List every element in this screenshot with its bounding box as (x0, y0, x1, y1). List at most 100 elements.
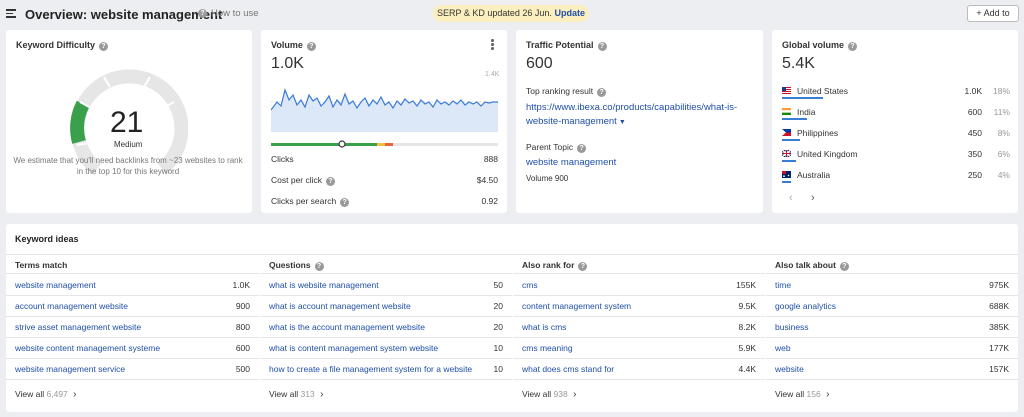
help-icon[interactable]: ? (314, 262, 324, 271)
chevron-right-icon: › (826, 389, 830, 400)
add-to-button[interactable]: + Add to (967, 5, 1019, 22)
column-heading: Questions? (269, 260, 324, 271)
country-row-ph[interactable]: Philippines 450 8% (782, 128, 1010, 146)
keyword-link[interactable]: what is account management website (269, 301, 411, 311)
keyword-row[interactable]: cms meaning 5.9K (522, 343, 756, 353)
menu-icon[interactable] (6, 9, 16, 18)
keyword-row[interactable]: what is website management 50 (269, 280, 503, 290)
keyword-link[interactable]: how to create a file management system f… (269, 364, 473, 374)
top-ranking-url[interactable]: https://www.ibexa.co/products/capabiliti… (526, 102, 738, 127)
keyword-link[interactable]: cms (522, 280, 538, 290)
parent-topic-volume: Volume 900 (526, 174, 569, 183)
keyword-row[interactable]: what is content management system websit… (269, 343, 503, 353)
keyword-link[interactable]: web (775, 343, 791, 353)
keyword-link[interactable]: cms meaning (522, 343, 573, 353)
caret-down-icon[interactable]: ▼ (618, 119, 626, 126)
country-row-au[interactable]: Australia 250 4% (782, 170, 1010, 188)
divider (766, 273, 1018, 274)
kd-gauge (70, 69, 188, 175)
chart-max-label: 1.4K (485, 71, 500, 78)
keyword-link[interactable]: what is content management system websit… (269, 343, 439, 353)
trend-area (271, 90, 498, 132)
keyword-link[interactable]: time (775, 280, 792, 290)
keyword-volume: 177K (989, 343, 1009, 353)
keyword-row[interactable]: what is cms 8.2K (522, 322, 756, 332)
keyword-link[interactable]: google analytics (775, 301, 836, 311)
keyword-row[interactable]: content management system 9.5K (522, 301, 756, 311)
keyword-volume: 4.4K (738, 364, 757, 374)
chevron-left-icon[interactable]: ‹ (789, 192, 793, 204)
keyword-link[interactable]: content management system (522, 301, 632, 311)
help-icon[interactable]: ? (597, 42, 607, 51)
divider (6, 337, 259, 338)
keyword-row[interactable]: google analytics 688K (775, 301, 1009, 311)
divider (766, 379, 1018, 380)
how-to-use-link[interactable]: How to use (211, 8, 259, 19)
keyword-link[interactable]: website management service (15, 364, 126, 374)
keyword-link[interactable]: website management (15, 280, 96, 290)
keyword-row[interactable]: what does cms stand for 4.4K (522, 364, 756, 374)
share-bar (782, 181, 791, 183)
help-icon[interactable]: ? (577, 144, 587, 153)
keyword-link[interactable]: what is the account management website (269, 322, 425, 332)
divider (6, 316, 259, 317)
range-handle-icon[interactable] (338, 140, 346, 148)
india-flag-icon (782, 108, 791, 115)
help-icon[interactable]: ? (198, 9, 207, 18)
kd-note: We estimate that you'll need backlinks f… (13, 156, 243, 176)
view-all-link[interactable]: View all 313 › (269, 389, 324, 400)
keyword-row[interactable]: website management 1.0K (15, 280, 250, 290)
more-options-icon[interactable] (491, 39, 494, 51)
parent-topic-link[interactable]: website management (526, 157, 617, 168)
chevron-right-icon: › (573, 389, 577, 400)
update-link[interactable]: Update (554, 8, 585, 18)
keyword-row[interactable]: website management service 500 (15, 364, 250, 374)
keyword-row[interactable]: cms 155K (522, 280, 756, 290)
divider (260, 358, 512, 359)
keyword-volume: 8.2K (738, 322, 757, 332)
keyword-volume: 20 (493, 322, 503, 332)
help-icon[interactable]: ? (578, 262, 588, 271)
keyword-row[interactable]: website content management systeme 600 (15, 343, 250, 353)
keyword-link[interactable]: business (775, 322, 809, 332)
keyword-row[interactable]: account management website 900 (15, 301, 250, 311)
update-banner: SERP & KD updated 26 Jun. Update (433, 5, 589, 22)
country-row-us[interactable]: United States 1.0K 18% (782, 86, 1010, 104)
divider (766, 358, 1018, 359)
keyword-link[interactable]: website content management systeme (15, 343, 161, 353)
keyword-row[interactable]: website 157K (775, 364, 1009, 374)
page-title: Overview: website management (25, 7, 223, 22)
keyword-link[interactable]: what is cms (522, 322, 567, 332)
keyword-link[interactable]: what is website management (269, 280, 379, 290)
keyword-link[interactable]: what does cms stand for (522, 364, 615, 374)
help-icon[interactable]: ? (326, 177, 336, 186)
keyword-link[interactable]: strive asset management website (15, 322, 142, 332)
keyword-link[interactable]: account management website (15, 301, 128, 311)
view-all-link[interactable]: View all 938 › (522, 389, 577, 400)
view-all-link[interactable]: View all 156 › (775, 389, 830, 400)
keyword-row[interactable]: strive asset management website 800 (15, 322, 250, 332)
help-icon[interactable]: ? (839, 262, 849, 271)
keyword-row[interactable]: what is the account management website 20 (269, 322, 503, 332)
help-icon[interactable]: ? (340, 198, 350, 207)
keyword-row[interactable]: how to create a file management system f… (269, 364, 503, 374)
parent-topic-label: Parent Topic? (526, 142, 587, 153)
keyword-row[interactable]: time 975K (775, 280, 1009, 290)
country-row-uk[interactable]: United Kingdom 350 6% (782, 149, 1010, 167)
divider (766, 295, 1018, 296)
view-all-link[interactable]: View all 6,497 › (15, 389, 77, 400)
keyword-row[interactable]: web 177K (775, 343, 1009, 353)
uk-flag-icon (782, 150, 791, 157)
kd-card: Keyword Difficulty? (6, 30, 252, 213)
help-icon[interactable]: ? (99, 42, 109, 51)
chevron-right-icon[interactable]: › (811, 192, 815, 204)
country-row-in[interactable]: India 600 11% (782, 107, 1010, 125)
keyword-row[interactable]: what is account management website 20 (269, 301, 503, 311)
help-icon[interactable]: ? (848, 42, 858, 51)
cps-row: Clicks per search? 0.92 (271, 196, 498, 207)
keyword-row[interactable]: business 385K (775, 322, 1009, 332)
help-icon[interactable]: ? (597, 88, 607, 97)
volume-trend-chart (271, 88, 498, 148)
help-icon[interactable]: ? (306, 42, 316, 51)
keyword-link[interactable]: website (775, 364, 804, 374)
